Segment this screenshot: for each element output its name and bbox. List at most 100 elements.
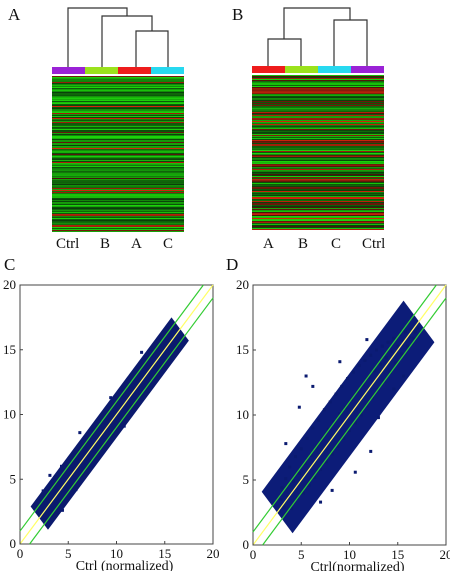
heatmap-row — [252, 159, 384, 160]
heatmap-row — [252, 125, 384, 126]
heatmap-row — [252, 83, 384, 84]
heatmap-row — [252, 205, 384, 206]
heatmap-row — [252, 138, 384, 139]
scatter-point — [309, 453, 313, 457]
heatmap-row — [52, 129, 184, 130]
heatmap-row — [52, 87, 184, 88]
threshold-line — [262, 297, 447, 546]
heatmap-row — [52, 128, 184, 129]
scatter-point — [162, 354, 166, 358]
heatmap-row — [52, 223, 184, 224]
scatter-point — [106, 415, 110, 419]
scatter-point — [375, 348, 379, 352]
scatter-point — [380, 344, 384, 348]
scatter-point — [152, 354, 156, 358]
heatmap-row — [252, 179, 384, 180]
heatmap-row — [52, 173, 184, 174]
column-label: A — [131, 236, 142, 252]
heatmap-row — [52, 217, 184, 218]
heatmap-row — [52, 152, 184, 153]
heatmap-row — [252, 201, 384, 202]
column-label: Ctrl — [362, 236, 385, 252]
heatmap-row — [252, 206, 384, 207]
heatmap-row — [52, 133, 184, 134]
scatter-point — [127, 401, 131, 405]
heatmap-row — [252, 133, 384, 134]
heatmap-row — [52, 159, 184, 160]
heatmap-row — [52, 220, 184, 221]
scatter-point — [340, 384, 344, 388]
heatmap-row — [52, 78, 184, 79]
heatmap-row — [252, 145, 384, 146]
heatmap-row — [52, 207, 184, 208]
heatmap-row — [252, 197, 384, 198]
heatmap-row — [52, 97, 184, 98]
scatter-point — [363, 358, 367, 362]
heatmap-row — [52, 81, 184, 82]
heatmap-row — [252, 146, 384, 147]
diagonal-line — [19, 284, 214, 545]
heatmap-row — [52, 142, 184, 143]
heatmap-row — [252, 200, 384, 201]
heatmap-row — [52, 156, 184, 157]
heatmap-row — [252, 88, 384, 89]
heatmap-row — [52, 187, 184, 188]
heatmap-row — [52, 139, 184, 140]
heatmap-row — [252, 219, 384, 220]
heatmap-row — [52, 115, 184, 116]
heatmap-row — [52, 137, 184, 138]
x-tick-label: 0 — [17, 546, 24, 561]
heatmap-row — [52, 85, 184, 86]
scatter-point — [45, 486, 49, 490]
heatmap-row — [52, 189, 184, 190]
scatter-point — [156, 349, 160, 353]
scatter-point — [61, 491, 65, 495]
scatter-point — [384, 356, 388, 360]
scatter-point — [402, 339, 406, 343]
scatter-point — [277, 509, 281, 513]
color-bar-segment — [151, 67, 184, 74]
scatter-point — [378, 362, 382, 366]
heatmap-row — [252, 177, 384, 178]
heatmap-row — [252, 77, 384, 78]
heatmap-row — [252, 192, 384, 193]
heatmap-row — [252, 204, 384, 205]
heatmap-row — [252, 110, 384, 111]
heatmap-row — [252, 168, 384, 169]
scatter-point — [322, 408, 326, 412]
scatter-point — [91, 463, 95, 467]
heatmap-row — [252, 157, 384, 158]
heatmap-row — [52, 155, 184, 156]
heatmap-row — [252, 227, 384, 228]
heatmap-row — [52, 177, 184, 178]
heatmap-row — [252, 121, 384, 122]
heatmap-row — [252, 170, 384, 171]
scatter-point — [123, 406, 127, 410]
scatter-point — [51, 497, 55, 501]
heatmap-row — [252, 84, 384, 85]
heatmap-row — [52, 126, 184, 127]
scatter-point — [357, 364, 361, 368]
scatter-point — [119, 413, 123, 416]
y-tick-label: 5 — [243, 472, 250, 487]
heatmap-row — [252, 229, 384, 230]
diagonal-line — [252, 284, 447, 546]
x-tick-label: 15 — [391, 547, 404, 562]
scatter-point — [50, 506, 54, 510]
scatter-point — [369, 353, 373, 357]
scatter-point — [42, 508, 46, 512]
heatmap-row — [52, 96, 184, 97]
scatter-point — [148, 359, 152, 363]
heatmap-row — [52, 211, 184, 212]
scatter-point — [41, 489, 45, 493]
heatmap-row — [52, 195, 184, 196]
heatmap-row — [52, 100, 184, 101]
heatmap-row — [52, 130, 184, 131]
scatter-point — [330, 488, 334, 492]
scatter-point — [135, 390, 139, 394]
scatter-plot-d: 0 5 10 15 20 0 5 10 15 20 Ctrl(normalized) — [236, 277, 450, 571]
scatter-point — [319, 468, 323, 472]
heatmap-row — [252, 117, 384, 118]
heatmap-row — [252, 153, 384, 154]
